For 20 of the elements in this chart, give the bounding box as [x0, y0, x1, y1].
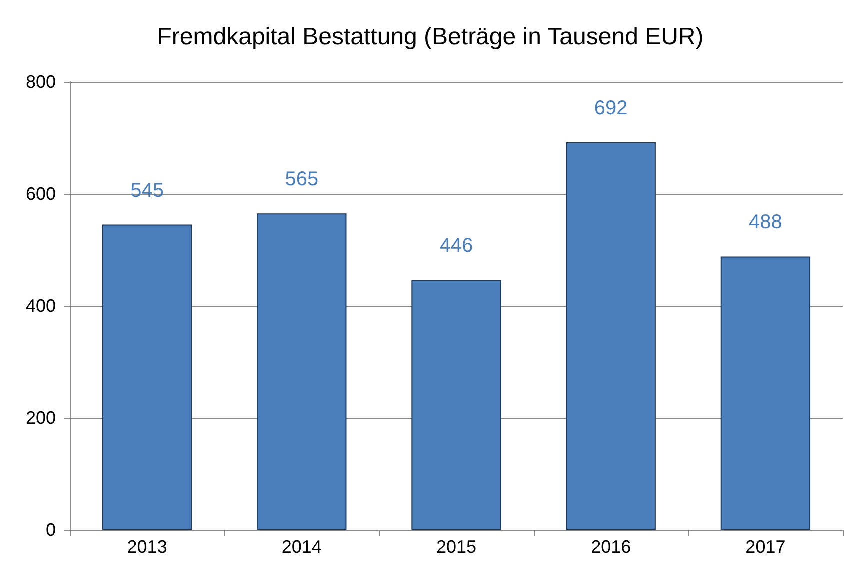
chart-title: Fremdkapital Bestattung (Beträge in Tausend EUR) — [157, 24, 704, 50]
bar — [102, 224, 192, 530]
y-tick-label: 800 — [26, 72, 56, 92]
y-tick-label: 0 — [46, 520, 56, 540]
y-tick-label: 400 — [26, 296, 56, 316]
x-tick-label: 2016 — [591, 537, 632, 557]
data-label: 692 — [594, 97, 628, 120]
bar — [720, 256, 811, 530]
bar — [566, 142, 656, 530]
y-tick-label: 200 — [26, 408, 56, 428]
data-label: 488 — [749, 212, 782, 234]
x-tick-label: 2017 — [746, 537, 786, 557]
x-tick-label: 2014 — [282, 537, 322, 557]
data-label: 446 — [440, 235, 474, 258]
data-label: 565 — [285, 168, 319, 191]
bar — [257, 214, 347, 530]
bar — [412, 280, 502, 530]
x-tick-label: 2015 — [436, 537, 477, 557]
x-tick-label: 2013 — [127, 537, 168, 557]
y-tick-label: 600 — [26, 184, 56, 204]
